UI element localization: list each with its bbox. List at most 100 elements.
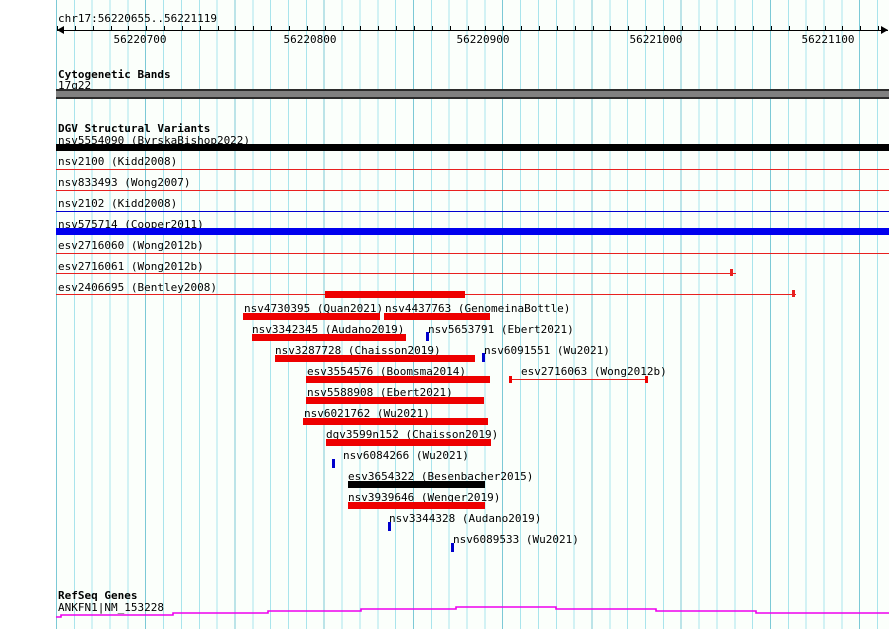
axis-tick — [164, 26, 165, 31]
variant-label: nsv6089533 (Wu2021) — [453, 533, 579, 546]
axis-tick — [700, 26, 701, 31]
variant-label: esv2716063 (Wong2012b) — [521, 365, 667, 378]
axis-tick — [271, 26, 272, 31]
variant-span-line[interactable] — [511, 379, 647, 380]
arrow-right-icon[interactable] — [881, 26, 888, 34]
variant-point-marker[interactable] — [426, 332, 429, 341]
axis-tick — [378, 26, 379, 31]
variant-label: dgv3599n152 (Chaisson2019) — [326, 428, 499, 441]
axis-tick — [146, 26, 147, 31]
axis-tick — [771, 26, 772, 31]
axis-tick — [414, 26, 415, 31]
axis-tick — [753, 26, 754, 31]
variant-bar[interactable] — [56, 144, 889, 151]
locus-label: chr17:56220655..56221119 — [58, 12, 217, 25]
axis-tick — [807, 26, 808, 31]
variant-point-marker[interactable] — [332, 459, 335, 468]
variant-bar[interactable] — [348, 502, 485, 509]
axis-tick — [468, 26, 469, 31]
cytogenetic-band-bar[interactable] — [56, 89, 889, 99]
variant-point-marker[interactable] — [388, 522, 391, 531]
axis-tick — [200, 26, 201, 31]
variant-label: nsv4437763 (GenomeinaBottle) — [385, 302, 571, 315]
arrow-left-icon[interactable] — [57, 26, 64, 34]
track-title: DGV Structural Variants — [58, 122, 211, 135]
variant-label: nsv3344328 (Audano2019) — [389, 512, 542, 525]
axis-tick — [682, 26, 683, 31]
variant-label: esv2716060 (Wong2012b) — [58, 239, 204, 252]
axis-tick — [182, 26, 183, 31]
axis-tick — [860, 26, 861, 31]
variant-end-cap[interactable] — [792, 290, 795, 297]
variant-label: esv2406695 (Bentley2008) — [58, 281, 217, 294]
variant-bar[interactable] — [306, 397, 484, 404]
variant-label: 17q22 — [58, 79, 92, 92]
variant-bar[interactable] — [326, 439, 491, 446]
axis-tick — [396, 26, 397, 31]
axis-tick — [360, 26, 361, 31]
variant-bar[interactable] — [384, 313, 490, 320]
axis-tick-label: 56220700 — [113, 33, 167, 46]
axis-tick-label: 56221000 — [629, 33, 683, 46]
axis-tick-label: 56220900 — [456, 33, 510, 46]
axis-tick — [789, 26, 790, 31]
axis-line — [57, 30, 888, 31]
track-title: RefSeq Genes — [58, 589, 138, 602]
axis-tick — [450, 26, 451, 31]
axis-tick — [289, 26, 290, 31]
variant-label: nsv6091551 (Wu2021) — [484, 344, 610, 357]
variant-bar-segment[interactable] — [325, 291, 465, 298]
variant-bar[interactable] — [252, 334, 406, 341]
axis-tick-label: 56221100 — [801, 33, 855, 46]
variant-label: nsv833493 (Wong2007) — [58, 176, 191, 189]
variant-bar[interactable] — [275, 355, 475, 362]
axis-tick — [325, 26, 326, 31]
gene-model-track[interactable] — [56, 600, 889, 622]
variant-bar[interactable] — [303, 418, 488, 425]
axis-tick — [485, 26, 486, 31]
variant-label: nsv2100 (Kidd2008) — [58, 155, 178, 168]
variant-label: nsv6021762 (Wu2021) — [304, 407, 430, 420]
variant-bar[interactable] — [243, 313, 380, 320]
variant-label: esv3554576 (Boomsma2014) — [307, 365, 466, 378]
axis-tick — [628, 26, 629, 31]
variant-span-line[interactable] — [56, 169, 889, 170]
variant-point-marker[interactable] — [451, 543, 454, 552]
track-title: Cytogenetic Bands — [58, 68, 171, 81]
variant-label: esv2716061 (Wong2012b) — [58, 260, 204, 273]
variant-label: nsv3342345 (Audano2019) — [252, 323, 405, 336]
variant-label: esv3654322 (Besenbacher2015) — [348, 470, 534, 483]
axis-tick — [503, 26, 504, 31]
variant-end-cap[interactable] — [509, 376, 512, 383]
variant-span-line[interactable] — [56, 190, 889, 191]
axis-tick — [646, 26, 647, 31]
variant-bar[interactable] — [56, 228, 889, 235]
axis-tick — [218, 26, 219, 31]
variant-bar[interactable] — [306, 376, 490, 383]
variant-span-line[interactable] — [56, 253, 889, 254]
axis-tick — [128, 26, 129, 31]
variant-end-cap[interactable] — [645, 376, 648, 383]
axis-tick — [253, 26, 254, 31]
variant-label: nsv5588908 (Ebert2021) — [307, 386, 453, 399]
axis-tick — [735, 26, 736, 31]
variant-label: nsv6084266 (Wu2021) — [343, 449, 469, 462]
axis-tick — [664, 26, 665, 31]
axis-tick-label: 56220800 — [283, 33, 337, 46]
variant-label: nsv3287728 (Chaisson2019) — [275, 344, 441, 357]
variant-span-line[interactable] — [56, 211, 889, 212]
variant-bar[interactable] — [348, 481, 485, 488]
axis-tick — [343, 26, 344, 31]
variant-point-marker[interactable] — [482, 353, 485, 362]
axis-tick — [75, 26, 76, 31]
variant-label: nsv575714 (Cooper2011) — [58, 218, 204, 231]
variant-label: nsv3939646 (Wenger2019) — [348, 491, 501, 504]
axis-tick — [539, 26, 540, 31]
variant-span-line[interactable] — [56, 273, 736, 274]
axis-tick — [307, 26, 308, 31]
variant-end-cap[interactable] — [730, 269, 733, 276]
axis-tick — [610, 26, 611, 31]
